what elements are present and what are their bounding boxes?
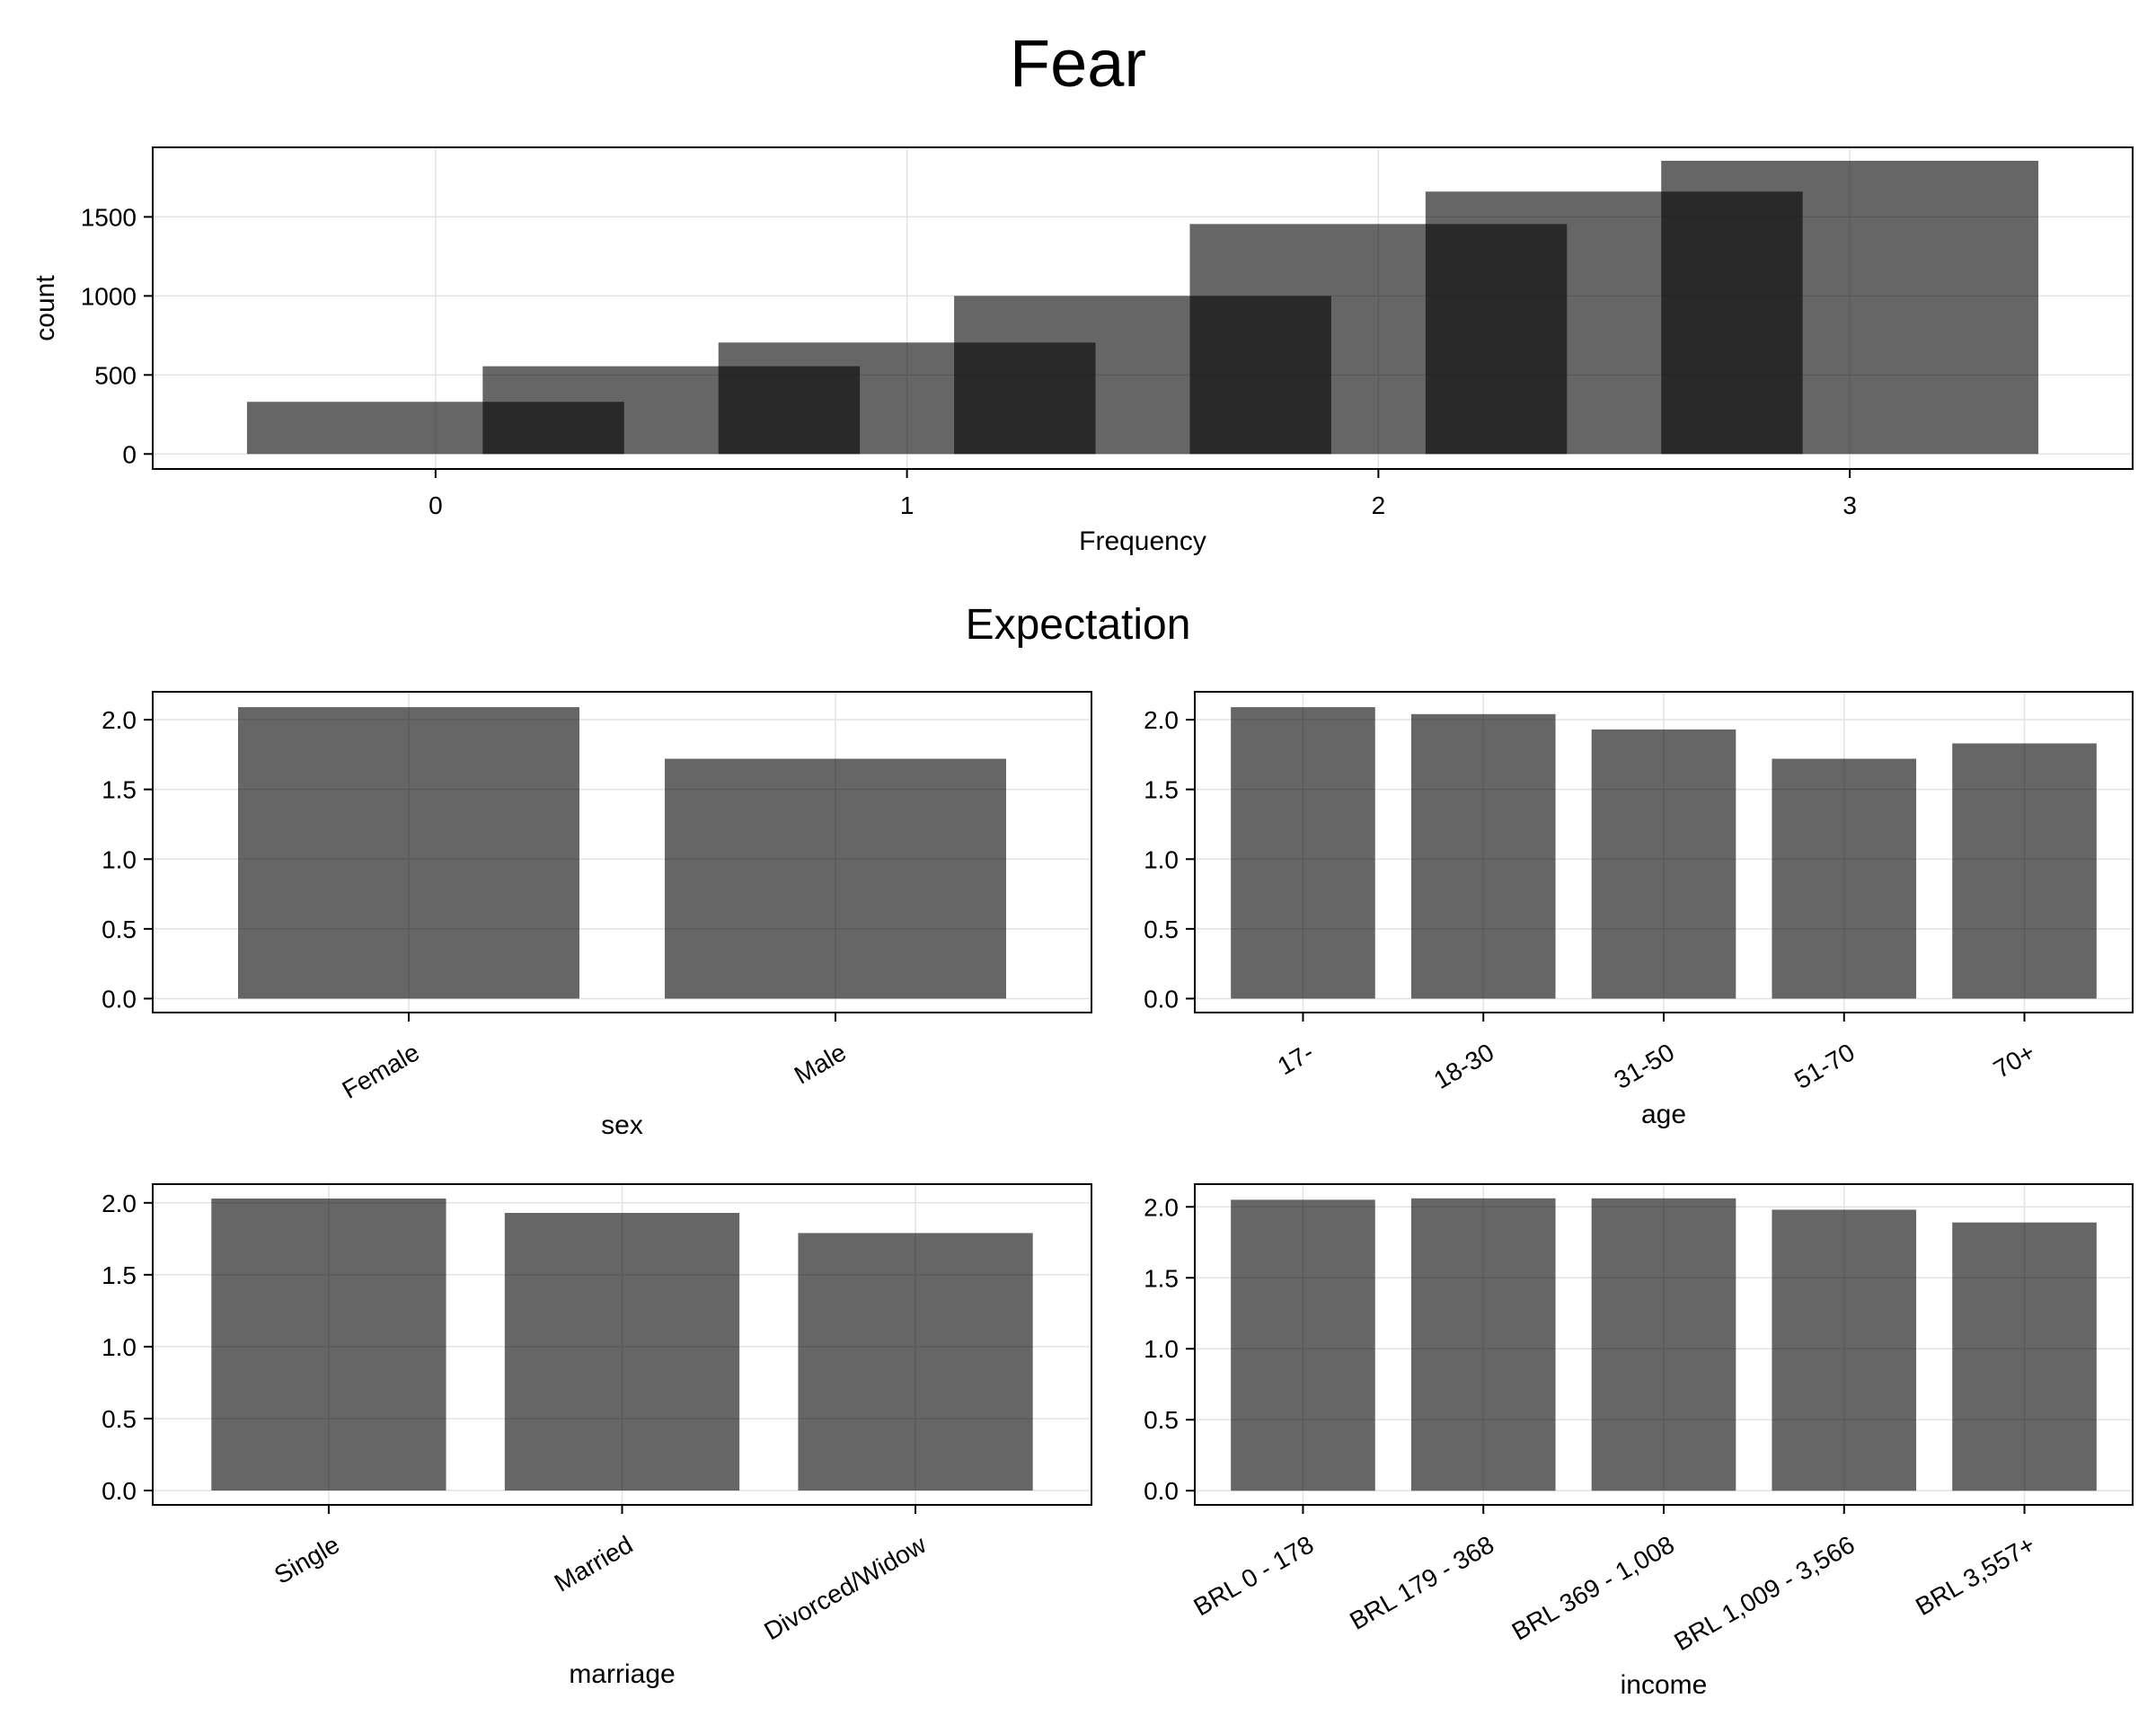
- x-axis-label: sex: [601, 1110, 643, 1140]
- x-tick-label: Single: [270, 1530, 344, 1589]
- y-tick-label: 0.0: [102, 985, 137, 1013]
- bar-51-70: [1772, 758, 1917, 999]
- x-tick-label: 2: [1372, 491, 1386, 519]
- y-tick-label: 0.0: [102, 1477, 137, 1505]
- y-tick-label: 1.5: [102, 1261, 137, 1289]
- x-tick-label: 31-50: [1609, 1038, 1679, 1094]
- x-tick-label: Married: [550, 1530, 638, 1597]
- chart-panel-1: 0.0 0.5 1.0 1.5 2.0 Female Male sex: [102, 691, 1092, 1140]
- y-tick-label: 2.0: [1144, 1193, 1179, 1221]
- x-tick-label: Female: [338, 1038, 424, 1104]
- chart-panel-0: 0 500 1000 1500 0 1 2 3 Frequency count: [31, 146, 2134, 556]
- bar-brl-0-178: [1231, 1199, 1375, 1491]
- y-tick-label: 0.0: [1144, 985, 1179, 1013]
- bar-18-30: [1410, 713, 1556, 999]
- plot-frame: [152, 691, 1092, 1013]
- y-tick-label: 0.5: [1144, 1406, 1179, 1434]
- x-tick-label: BRL 1,009 - 3,566: [1669, 1530, 1859, 1656]
- y-tick-label: 2.0: [1144, 706, 1179, 734]
- y-tick-label: 1.0: [1144, 845, 1179, 873]
- bar-male: [665, 758, 1006, 999]
- bar-married: [504, 1213, 740, 1491]
- x-tick-label: Divorced/Widow: [759, 1530, 931, 1645]
- y-tick-label: 0.5: [1144, 916, 1179, 943]
- bar-single: [211, 1199, 446, 1491]
- y-tick-label: 2.0: [102, 1190, 137, 1217]
- y-tick-label: 0: [122, 440, 137, 468]
- bar-divorced-widow: [798, 1233, 1033, 1491]
- bar-6: [1661, 160, 2039, 455]
- y-axis-label: count: [31, 275, 60, 341]
- x-axis-label: marriage: [569, 1659, 675, 1689]
- y-tick-label: 500: [94, 361, 137, 389]
- chart-panel-2: 0.0 0.5 1.0 1.5 2.0 17- 18-30 31-50 51-70 70+ age: [1144, 691, 2134, 1129]
- y-tick-label: 0.5: [102, 916, 137, 943]
- x-tick-label: BRL 0 - 178: [1188, 1530, 1318, 1621]
- x-tick-label: BRL 3,557+: [1911, 1530, 2039, 1621]
- bar-brl-1-009-3-566: [1772, 1209, 1917, 1491]
- x-tick-label: 17-: [1273, 1038, 1319, 1080]
- figure-title: Fear: [1009, 26, 1147, 101]
- x-axis-label: income: [1621, 1670, 1708, 1700]
- bar-17-: [1231, 707, 1375, 999]
- y-tick-label: 1500: [81, 203, 137, 231]
- chart-panel-3: 0.0 0.5 1.0 1.5 2.0 Single Married Divorced/Wid…: [102, 1183, 1092, 1689]
- y-tick-label: 1.0: [1144, 1335, 1179, 1363]
- figure-subtitle: Expectation: [965, 601, 1191, 649]
- bar-31-50: [1591, 729, 1736, 999]
- x-axis-label: Frequency: [1079, 526, 1206, 556]
- x-axis-label: age: [1641, 1100, 1686, 1129]
- bar-brl-369-1-008: [1591, 1198, 1736, 1491]
- x-tick-label: 0: [429, 491, 443, 519]
- x-tick-label: BRL 179 - 368: [1345, 1530, 1498, 1635]
- y-tick-label: 0.5: [102, 1405, 137, 1433]
- bar-brl-179-368: [1410, 1198, 1556, 1491]
- y-tick-label: 1.0: [102, 845, 137, 873]
- bar-female: [238, 707, 579, 999]
- y-tick-label: 1.5: [1144, 1264, 1179, 1292]
- y-tick-label: 1.0: [102, 1333, 137, 1361]
- y-tick-label: 2.0: [102, 706, 137, 734]
- bar-70-: [1952, 743, 2097, 999]
- y-tick-label: 0.0: [1144, 1477, 1179, 1505]
- x-tick-label: 18-30: [1429, 1038, 1499, 1094]
- bar-brl-3-557-: [1952, 1222, 2097, 1491]
- x-tick-label: Male: [790, 1038, 851, 1089]
- x-tick-label: 70+: [1989, 1038, 2040, 1084]
- x-tick-label: 51-70: [1789, 1038, 1860, 1094]
- x-tick-label: 3: [1842, 491, 1857, 519]
- y-tick-label: 1000: [81, 282, 137, 310]
- y-tick-label: 1.5: [1144, 776, 1179, 804]
- x-tick-label: 1: [900, 491, 915, 519]
- y-tick-label: 1.5: [102, 776, 137, 804]
- plot-frame: [152, 146, 2134, 470]
- x-tick-label: BRL 369 - 1,008: [1507, 1530, 1679, 1645]
